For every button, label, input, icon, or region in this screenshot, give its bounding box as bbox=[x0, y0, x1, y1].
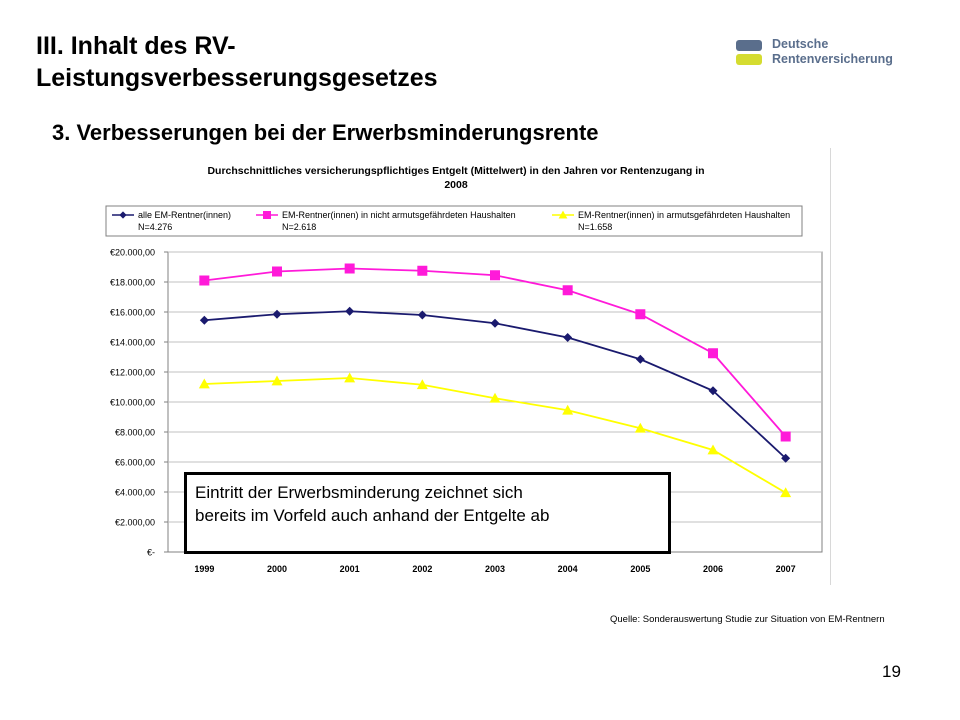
slide-title-line2: Leistungsverbesserungsgesetzes bbox=[36, 64, 438, 92]
legend-label-1: alle EM-Rentner(innen) bbox=[138, 210, 231, 220]
y-tick-label-1: €2.000,00 bbox=[115, 518, 155, 528]
legend-label-2: EM-Rentner(innen) in nicht armutsgefährd… bbox=[282, 210, 516, 220]
chart-title-line1: Durchschnittliches versicherungspflichti… bbox=[207, 165, 704, 177]
slide-title-line1: III. Inhalt des RV- bbox=[36, 32, 236, 60]
legend-marker-3 bbox=[558, 210, 568, 219]
y-tick-label-8: €16.000,00 bbox=[110, 308, 155, 318]
legend-count-2: N=2.618 bbox=[282, 222, 316, 232]
x-tick-label-2005: 2005 bbox=[630, 564, 650, 574]
logo-text-line2: Rentenversicherung bbox=[772, 52, 893, 66]
series-1-point-2002 bbox=[417, 310, 427, 320]
logo-text: Deutsche Rentenversicherung bbox=[772, 37, 893, 67]
x-tick-label-1999: 1999 bbox=[194, 564, 214, 574]
series-2-point-1999 bbox=[199, 275, 210, 286]
y-tick-label-10: €20.000,00 bbox=[110, 248, 155, 258]
legend-count-3: N=1.658 bbox=[578, 222, 612, 232]
source-note: Quelle: Sonderauswertung Studie zur Situ… bbox=[610, 614, 885, 625]
series-2-point-2006 bbox=[708, 348, 718, 359]
series-1-point-2006 bbox=[708, 386, 718, 396]
series-3-point-1999 bbox=[198, 378, 210, 389]
callout-box: Eintritt der Erwerbsminderung zeichnet s… bbox=[184, 472, 671, 554]
callout-line1: Eintritt der Erwerbsminderung zeichnet s… bbox=[195, 483, 523, 502]
series-3-point-2000 bbox=[271, 375, 283, 386]
series-2-point-2002 bbox=[417, 265, 428, 276]
x-tick-label-2006: 2006 bbox=[703, 564, 723, 574]
series-3-point-2004 bbox=[562, 404, 574, 415]
x-tick-label-2001: 2001 bbox=[340, 564, 360, 574]
series-1-point-2000 bbox=[272, 309, 282, 319]
series-3-point-2005 bbox=[634, 422, 646, 433]
x-tick-label-2004: 2004 bbox=[558, 564, 578, 574]
series-3-point-2001 bbox=[344, 372, 356, 383]
series-2-point-2007 bbox=[780, 431, 791, 442]
y-tick-label-7: €14.000,00 bbox=[110, 338, 155, 348]
legend-label-3: EM-Rentner(innen) in armutsgefährdeten H… bbox=[578, 210, 790, 220]
callout-line2: bereits im Vorfeld auch anhand der Entge… bbox=[195, 506, 550, 525]
series-3-point-2002 bbox=[416, 379, 428, 390]
x-tick-label-2003: 2003 bbox=[485, 564, 505, 574]
series-3-point-2006 bbox=[707, 444, 719, 455]
series-2-point-2005 bbox=[635, 309, 646, 320]
page-number: 19 bbox=[882, 662, 901, 681]
series-2-point-2003 bbox=[490, 270, 500, 281]
x-tick-label-2002: 2002 bbox=[412, 564, 432, 574]
series-2-point-2000 bbox=[272, 266, 282, 277]
logo-mark-bottom-icon bbox=[736, 54, 762, 65]
series-1-point-2004 bbox=[563, 333, 573, 342]
legend-marker-1 bbox=[119, 211, 127, 219]
logo-mark-top-icon bbox=[736, 40, 762, 51]
series-3-point-2007 bbox=[780, 487, 792, 498]
logo-text-line1: Deutsche bbox=[772, 37, 829, 51]
y-tick-label-9: €18.000,00 bbox=[110, 278, 155, 288]
y-tick-label-4: €8.000,00 bbox=[115, 428, 155, 438]
series-2-point-2001 bbox=[344, 263, 355, 274]
legend-box bbox=[105, 205, 803, 237]
series-1-point-2005 bbox=[635, 354, 645, 364]
chart-title-line2: 2008 bbox=[444, 179, 468, 191]
x-tick-label-2000: 2000 bbox=[267, 564, 287, 574]
y-tick-label-5: €10.000,00 bbox=[110, 398, 155, 408]
y-tick-label-3: €6.000,00 bbox=[115, 458, 155, 468]
slide-title: III. Inhalt des RV- Leistungsverbesserun… bbox=[36, 30, 596, 94]
series-2-point-2004 bbox=[562, 285, 573, 296]
series-1-point-1999 bbox=[199, 315, 209, 325]
series-3-point-2003 bbox=[489, 392, 501, 403]
deutsche-rentenversicherung-logo: Deutsche Rentenversicherung bbox=[736, 36, 906, 70]
series-1-point-2003 bbox=[490, 318, 500, 328]
series-1-point-2007 bbox=[781, 453, 791, 463]
y-tick-label-6: €12.000,00 bbox=[110, 368, 155, 378]
slide-subtitle: 3. Verbesserungen bei der Erwerbsminderu… bbox=[52, 120, 599, 145]
series-1-point-2001 bbox=[345, 306, 355, 316]
y-tick-label-0: €- bbox=[147, 548, 155, 558]
legend-count-1: N=4.276 bbox=[138, 222, 172, 232]
y-tick-label-2: €4.000,00 bbox=[115, 488, 155, 498]
legend-marker-2 bbox=[263, 211, 271, 219]
x-tick-label-2007: 2007 bbox=[776, 564, 796, 574]
